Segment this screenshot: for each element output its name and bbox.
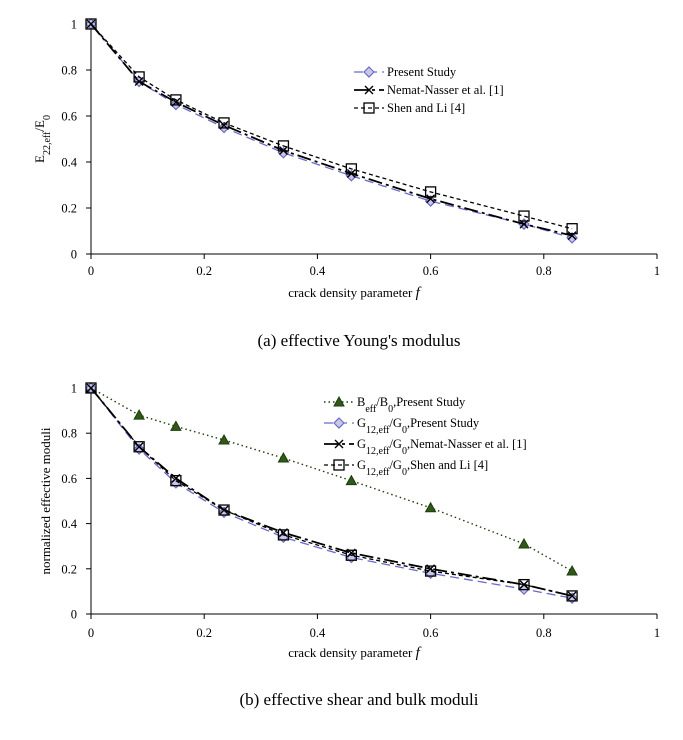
data-point xyxy=(567,231,577,241)
y-tick-label: 0.2 xyxy=(61,562,77,576)
data-point xyxy=(218,117,230,129)
x-tick-label: 0 xyxy=(88,626,94,640)
legend-marker xyxy=(363,66,375,78)
x-tick-label: 0.8 xyxy=(536,626,552,640)
x-tick-label: 0 xyxy=(88,264,94,278)
data-point xyxy=(424,186,437,198)
figure-caption: (a) effective Young's modulus xyxy=(258,331,461,350)
legend-label: Nemat-Nasser et al. [1] xyxy=(387,83,504,97)
y-axis-title: normalized effective moduli xyxy=(38,427,53,574)
legend-marker xyxy=(334,439,344,449)
figure-caption: (b) effective shear and bulk moduli xyxy=(239,690,478,709)
y-tick-label: 0 xyxy=(71,248,77,262)
data-point xyxy=(85,18,97,30)
data-point xyxy=(426,194,436,204)
data-point xyxy=(170,420,182,431)
x-tick-label: 0.6 xyxy=(423,264,439,278)
data-point xyxy=(170,475,182,487)
x-tick-label: 0.6 xyxy=(423,626,439,640)
x-axis-title: crack density parameter f xyxy=(288,285,421,301)
data-point xyxy=(424,565,437,577)
legend-label: Shen and Li [4] xyxy=(387,101,465,115)
data-point xyxy=(277,452,290,463)
y-tick-label: 0.6 xyxy=(61,110,77,124)
series-line-2 xyxy=(90,387,573,599)
data-point xyxy=(566,223,578,235)
data-point xyxy=(424,501,437,513)
data-point xyxy=(218,506,230,519)
data-point xyxy=(518,537,530,549)
series-line-3 xyxy=(90,23,573,230)
data-point xyxy=(277,531,290,544)
series-line-1 xyxy=(90,23,573,239)
data-point xyxy=(218,504,230,516)
legend-label: Present Study xyxy=(387,65,457,79)
legend-marker xyxy=(363,102,375,114)
legend-label: Beff/B0,Present Study xyxy=(357,395,466,415)
data-point xyxy=(518,578,530,591)
data-point xyxy=(85,382,97,394)
y-tick-label: 0.2 xyxy=(61,202,77,216)
data-point xyxy=(567,591,577,601)
legend-marker xyxy=(333,395,345,407)
data-point xyxy=(170,94,182,106)
data-point xyxy=(218,433,230,445)
legend-label: G12,eff/G0,Nemat-Nasser et al. [1] xyxy=(357,437,527,457)
series-line-4 xyxy=(90,387,573,597)
data-point xyxy=(277,140,290,152)
data-point xyxy=(133,441,145,453)
y-tick-label: 1 xyxy=(71,382,77,396)
legend-marker xyxy=(364,85,374,95)
legend-label: G12,eff/G0,Present Study xyxy=(357,416,480,436)
y-axis-title: E22,eff/E0 xyxy=(32,115,53,163)
data-point xyxy=(566,590,578,602)
data-point xyxy=(133,409,145,420)
series-line-2 xyxy=(90,23,573,237)
y-tick-label: 0.6 xyxy=(61,472,77,486)
x-tick-label: 0.4 xyxy=(310,264,326,278)
series-line-1 xyxy=(90,387,573,572)
x-tick-label: 0.2 xyxy=(196,264,212,278)
data-point xyxy=(345,163,358,175)
y-tick-label: 0 xyxy=(71,608,77,622)
chart-panel-b: 0 0.2 0.4 0.6 0.8 1 0 0.2 0.4 0.6 0.8 1 crack densit… xyxy=(38,382,660,710)
data-point xyxy=(133,71,145,83)
legend-marker xyxy=(333,417,345,429)
x-tick-label: 0.4 xyxy=(310,626,326,640)
data-point xyxy=(277,529,290,541)
x-tick-label: 0.2 xyxy=(196,626,212,640)
data-point xyxy=(345,474,358,486)
x-tick-label: 1 xyxy=(654,264,660,278)
chart-panel-a: 0 0.2 0.4 0.6 0.8 1 0 0.2 0.4 0.6 0.8 1 crack densit… xyxy=(32,18,660,351)
data-point xyxy=(566,565,578,576)
y-tick-label: 0.8 xyxy=(61,427,77,441)
data-point xyxy=(518,210,530,222)
x-tick-label: 1 xyxy=(654,626,660,640)
legend-label: G12,eff/G0,Shen and Li [4] xyxy=(357,458,488,478)
legend-marker xyxy=(333,459,345,471)
x-axis-title: crack density parameter f xyxy=(288,645,421,661)
y-tick-label: 0.8 xyxy=(61,64,77,78)
data-point xyxy=(345,549,358,561)
x-tick-label: 0.8 xyxy=(536,264,552,278)
series-line-3 xyxy=(90,387,573,597)
y-tick-label: 1 xyxy=(71,18,77,32)
y-tick-label: 0.4 xyxy=(61,156,77,170)
y-tick-label: 0.4 xyxy=(61,517,77,531)
